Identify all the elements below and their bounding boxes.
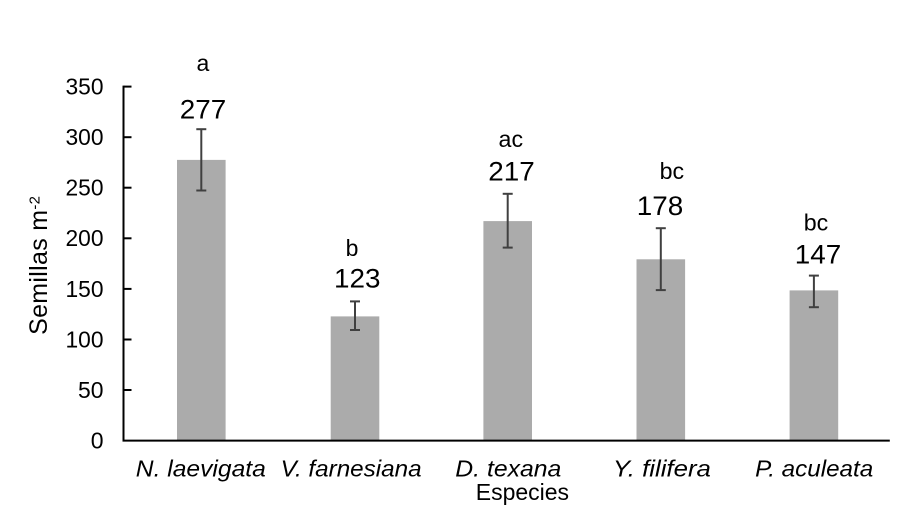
svg-text:V. farnesiana: V. farnesiana	[281, 456, 422, 482]
svg-text:123: 123	[334, 264, 381, 294]
svg-text:bc: bc	[660, 158, 685, 184]
svg-text:b: b	[346, 235, 359, 261]
svg-text:N. laevigata: N. laevigata	[136, 456, 266, 482]
svg-text:350: 350	[66, 74, 104, 100]
svg-text:50: 50	[78, 377, 104, 403]
svg-text:100: 100	[66, 326, 104, 352]
svg-text:0: 0	[91, 428, 104, 454]
svg-text:217: 217	[488, 156, 535, 186]
svg-text:200: 200	[66, 225, 104, 251]
svg-text:300: 300	[66, 124, 104, 150]
svg-text:P. aculeata: P. aculeata	[755, 456, 873, 482]
svg-text:Y. filifera: Y. filifera	[613, 456, 711, 482]
svg-text:277: 277	[180, 95, 227, 125]
svg-text:a: a	[197, 50, 210, 76]
svg-text:Semillas m-2: Semillas m-2	[25, 196, 53, 335]
svg-text:250: 250	[66, 175, 104, 201]
svg-text:150: 150	[66, 276, 104, 302]
svg-text:178: 178	[637, 191, 684, 221]
svg-text:Especies: Especies	[476, 479, 569, 505]
svg-text:bc: bc	[804, 210, 829, 236]
svg-text:ac: ac	[499, 126, 524, 152]
svg-text:D. texana: D. texana	[455, 456, 561, 482]
svg-text:147: 147	[795, 240, 842, 270]
